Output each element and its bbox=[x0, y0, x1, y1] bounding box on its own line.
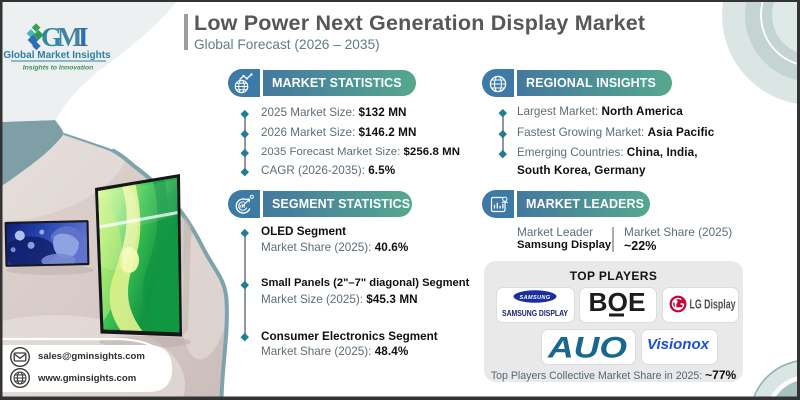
svg-text:Visionox: Visionox bbox=[647, 336, 710, 353]
svg-text:Insights to Innovation: Insights to Innovation bbox=[23, 65, 94, 72]
svg-text:I: I bbox=[78, 22, 89, 52]
svg-text:AUO: AUO bbox=[547, 331, 627, 363]
svg-text:SAMSUNG DISPLAY: SAMSUNG DISPLAY bbox=[502, 308, 568, 318]
svg-text:SAMSUNG: SAMSUNG bbox=[520, 294, 551, 300]
svg-text:LG Display: LG Display bbox=[689, 297, 735, 311]
svg-text:G: G bbox=[41, 22, 62, 52]
svg-text:Global Market Insights: Global Market Insights bbox=[3, 50, 111, 61]
svg-text:BOE: BOE bbox=[588, 287, 645, 317]
svg-text:M: M bbox=[57, 22, 82, 52]
